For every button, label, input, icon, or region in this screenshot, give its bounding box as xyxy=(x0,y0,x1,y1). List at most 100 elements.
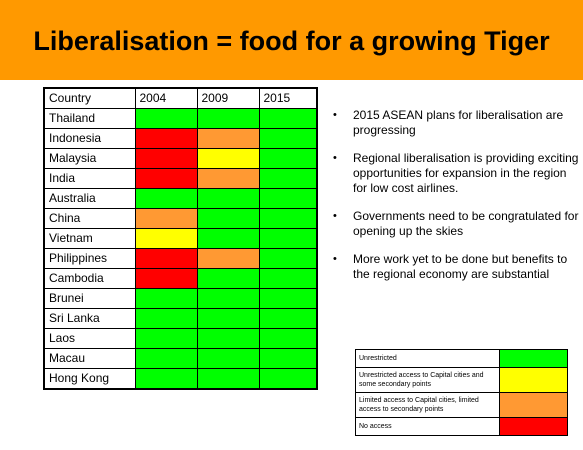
status-cell-2004 xyxy=(134,288,198,309)
table-row: Brunei xyxy=(43,288,318,309)
status-cell-2004 xyxy=(134,108,198,129)
bullet-icon: • xyxy=(333,210,337,222)
bullet-text: Regional liberalisation is providing exc… xyxy=(353,151,579,195)
status-cell-2009 xyxy=(196,268,260,289)
bullet-item: • Governments need to be congratulated fo… xyxy=(333,209,579,239)
status-cell-2009 xyxy=(196,288,260,309)
country-cell: Australia xyxy=(43,188,136,209)
status-cell-2015 xyxy=(258,188,318,209)
status-cell-2009 xyxy=(196,188,260,209)
status-cell-2015 xyxy=(258,168,318,189)
legend-label: Unrestricted access to Capital cities an… xyxy=(355,367,500,393)
status-cell-2009 xyxy=(196,228,260,249)
legend-row: No access xyxy=(355,417,568,436)
country-cell: Hong Kong xyxy=(43,368,136,390)
table-body: Thailand Indonesia Malaysia India Australia C… xyxy=(43,108,318,390)
bullet-text: More work yet to be done but benefits to… xyxy=(353,252,568,281)
bullet-icon: • xyxy=(333,109,337,121)
status-cell-2015 xyxy=(258,348,318,369)
status-cell-2009 xyxy=(196,348,260,369)
header-2009: 2009 xyxy=(196,87,260,109)
table-row: Malaysia xyxy=(43,148,318,169)
country-cell: Indonesia xyxy=(43,128,136,149)
bullet-icon: • xyxy=(333,152,337,164)
table-row: Thailand xyxy=(43,108,318,129)
country-cell: Sri Lanka xyxy=(43,308,136,329)
status-cell-2015 xyxy=(258,148,318,169)
status-cell-2015 xyxy=(258,308,318,329)
legend-table: Unrestricted Unrestricted access to Capit… xyxy=(355,349,568,436)
bullet-item: • Regional liberalisation is providing ex… xyxy=(333,151,579,196)
status-cell-2004 xyxy=(134,368,198,390)
table-header-row: Country 2004 2009 2015 xyxy=(43,87,318,109)
status-cell-2009 xyxy=(196,368,260,390)
status-cell-2009 xyxy=(196,308,260,329)
table-row: Philippines xyxy=(43,248,318,269)
table-row: China xyxy=(43,208,318,229)
bullet-icon: • xyxy=(333,253,337,265)
status-cell-2009 xyxy=(196,128,260,149)
table-row: Australia xyxy=(43,188,318,209)
country-cell: Cambodia xyxy=(43,268,136,289)
table-row: Vietnam xyxy=(43,228,318,249)
status-cell-2015 xyxy=(258,328,318,349)
status-cell-2004 xyxy=(134,168,198,189)
country-cell: Macau xyxy=(43,348,136,369)
country-cell: Malaysia xyxy=(43,148,136,169)
status-cell-2009 xyxy=(196,168,260,189)
status-cell-2015 xyxy=(258,208,318,229)
status-cell-2015 xyxy=(258,128,318,149)
country-cell: Laos xyxy=(43,328,136,349)
legend-row: Limited access to Capital cities, limite… xyxy=(355,392,568,418)
header-2015: 2015 xyxy=(258,87,318,109)
status-cell-2015 xyxy=(258,368,318,390)
legend-swatch xyxy=(499,392,568,418)
title-banner: Liberalisation = food for a growing Tige… xyxy=(0,0,583,80)
status-cell-2004 xyxy=(134,128,198,149)
table-row: Macau xyxy=(43,348,318,369)
status-cell-2009 xyxy=(196,148,260,169)
page-title: Liberalisation = food for a growing Tige… xyxy=(33,26,550,56)
status-cell-2004 xyxy=(134,348,198,369)
bullet-item: • More work yet to be done but benefits t… xyxy=(333,252,579,282)
legend-swatch xyxy=(499,417,568,436)
country-cell: Thailand xyxy=(43,108,136,129)
country-cell: Philippines xyxy=(43,248,136,269)
table-row: Sri Lanka xyxy=(43,308,318,329)
bullet-text: Governments need to be congratulated for… xyxy=(353,209,579,238)
status-cell-2004 xyxy=(134,308,198,329)
status-cell-2004 xyxy=(134,148,198,169)
status-cell-2015 xyxy=(258,228,318,249)
table-row: India xyxy=(43,168,318,189)
legend-row: Unrestricted xyxy=(355,349,568,368)
status-cell-2009 xyxy=(196,208,260,229)
table-row: Indonesia xyxy=(43,128,318,149)
bullet-text: 2015 ASEAN plans for liberalisation are … xyxy=(353,108,564,137)
status-cell-2004 xyxy=(134,208,198,229)
country-cell: India xyxy=(43,168,136,189)
legend-label: Unrestricted xyxy=(355,349,500,368)
table-row: Laos xyxy=(43,328,318,349)
legend-label: No access xyxy=(355,417,500,436)
bullet-item: • 2015 ASEAN plans for liberalisation are… xyxy=(333,108,579,138)
status-cell-2004 xyxy=(134,188,198,209)
country-cell: Brunei xyxy=(43,288,136,309)
status-cell-2004 xyxy=(134,268,198,289)
status-cell-2009 xyxy=(196,108,260,129)
status-cell-2015 xyxy=(258,288,318,309)
country-cell: Vietnam xyxy=(43,228,136,249)
table-row: Cambodia xyxy=(43,268,318,289)
legend-label: Limited access to Capital cities, limite… xyxy=(355,392,500,418)
bullet-list: • 2015 ASEAN plans for liberalisation are… xyxy=(333,108,579,295)
status-cell-2004 xyxy=(134,248,198,269)
table-row: Hong Kong xyxy=(43,368,318,390)
legend-swatch xyxy=(499,367,568,393)
legend-body: Unrestricted Unrestricted access to Capit… xyxy=(355,349,568,436)
status-cell-2015 xyxy=(258,248,318,269)
status-cell-2009 xyxy=(196,248,260,269)
legend-swatch xyxy=(499,349,568,368)
status-cell-2004 xyxy=(134,328,198,349)
status-cell-2004 xyxy=(134,228,198,249)
legend-row: Unrestricted access to Capital cities an… xyxy=(355,367,568,393)
status-cell-2015 xyxy=(258,108,318,129)
